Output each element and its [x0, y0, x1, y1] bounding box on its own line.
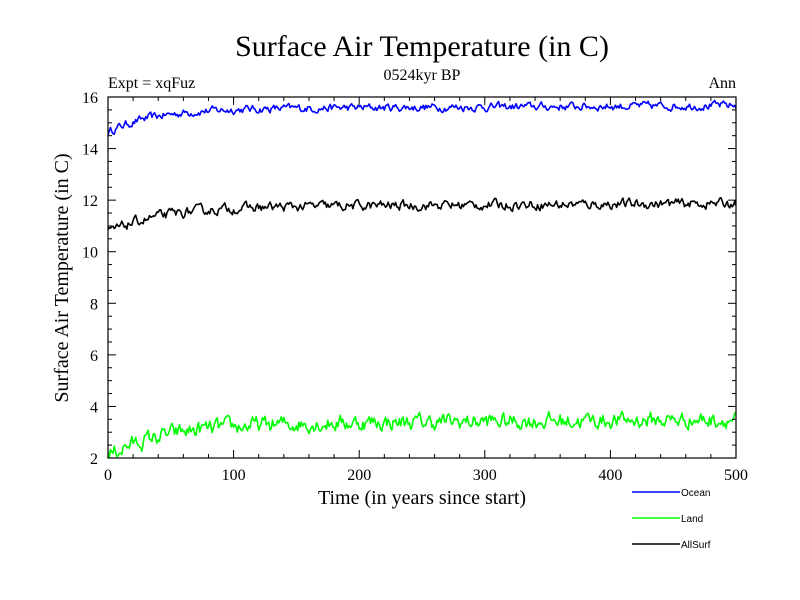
y-axis-label: Surface Air Temperature (in C) — [51, 153, 73, 402]
legend: Ocean Land AllSurf — [632, 488, 711, 551]
legend-label-land: Land — [681, 514, 703, 525]
chart-title: Surface Air Temperature (in C) — [235, 30, 609, 63]
x-tick-label: 0 — [104, 467, 112, 484]
x-tick-label: 100 — [222, 467, 246, 484]
y-tick-label: 16 — [82, 90, 98, 107]
series-line-allsurf — [107, 196, 737, 231]
chart-subtitle: 0524kyr BP — [384, 67, 461, 84]
series-layer — [107, 99, 737, 458]
y-tick-label: 2 — [90, 451, 98, 468]
y-tick-label: 4 — [90, 399, 98, 416]
y-tick-label: 12 — [82, 193, 98, 210]
y-tick-label: 14 — [82, 142, 98, 159]
season-label: Ann — [708, 75, 736, 92]
y-tick-label: 8 — [90, 296, 98, 313]
x-tick-label: 500 — [724, 467, 748, 484]
plot-frame — [107, 96, 737, 459]
y-tick-label: 10 — [82, 245, 98, 262]
y-tick-label: 6 — [90, 348, 98, 365]
axes-layer: 0 100 200 300 400 500 2 4 6 8 10 12 14 16 — [82, 90, 748, 484]
x-tick-label: 300 — [473, 467, 497, 484]
series-line-land — [107, 410, 737, 458]
expt-label: Expt = xqFuz — [108, 75, 195, 92]
legend-label-allsurf: AllSurf — [681, 540, 711, 551]
legend-label-ocean: Ocean — [681, 488, 710, 499]
x-axis-label: Time (in years since start) — [318, 487, 526, 509]
x-tick-label: 200 — [347, 467, 371, 484]
series-line-ocean — [107, 99, 737, 136]
x-tick-label: 400 — [598, 467, 622, 484]
